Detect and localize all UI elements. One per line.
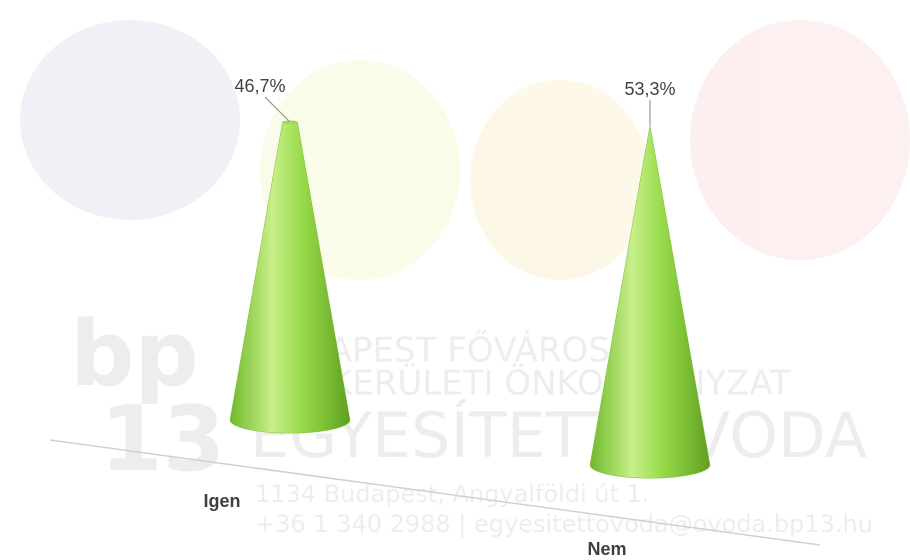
page: {"watermark": {"logo_top": "bp", "logo_b…	[0, 0, 910, 560]
wm-figure	[20, 20, 240, 220]
wm-logo: 13	[100, 387, 225, 492]
x-tick-label: Nem	[587, 539, 626, 559]
wm-figure	[690, 20, 910, 260]
wm-figure	[470, 80, 650, 280]
data-label: 46,7%	[234, 76, 285, 96]
chart: bp 13 BUDAPEST FŐVÁROS XIII. KERÜLETI ÖN…	[0, 0, 910, 560]
watermark: bp 13 BUDAPEST FŐVÁROS XIII. KERÜLETI ÖN…	[20, 20, 910, 538]
wm-text: +36 1 340 2988 | egyesitettovoda@ovoda.b…	[255, 510, 873, 538]
x-tick-label: Igen	[203, 491, 240, 511]
wm-text: 1134 Budapest, Angyalföldi út 1.	[255, 480, 649, 508]
data-label: 53,3%	[624, 79, 675, 99]
